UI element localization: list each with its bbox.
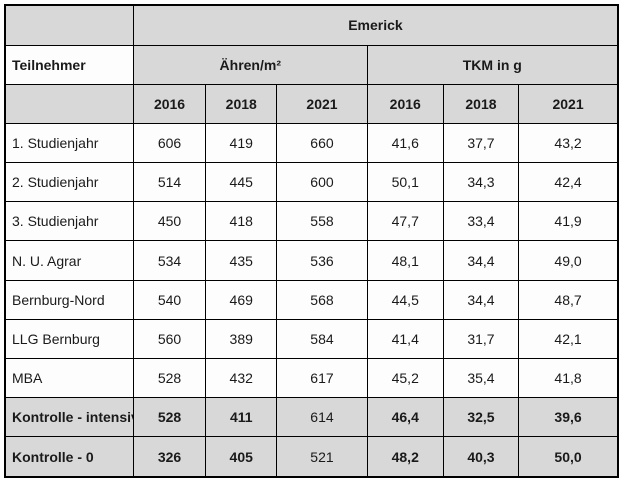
header-row-site: Emerick [4,4,619,46]
cell-value: 31,7 [442,318,520,359]
site-header: Emerick [132,4,619,46]
row-label: Bernburg-Nord [4,279,134,320]
year-header: 2018 [205,83,278,125]
cell-value: 35,4 [442,357,520,399]
cell-value: 521 [276,436,368,478]
table-row-control-zero: Kontrolle - 0 326 405 521 48,2 40,3 50,0 [4,436,619,478]
cell-value: 536 [276,240,368,281]
cell-value: 43,2 [518,123,619,164]
cell-value: 445 [205,162,278,203]
cell-value: 33,4 [442,201,520,242]
cell-value: 411 [205,397,278,438]
cell-value: 419 [205,123,278,164]
cell-value: 48,7 [518,279,619,320]
corner-cell-years [4,83,134,125]
cell-value: 47,7 [366,201,444,242]
year-header: 2018 [442,83,520,125]
cell-value: 50,1 [366,162,444,203]
table-row: LLG Bernburg 560 389 584 41,4 31,7 42,1 [4,318,619,359]
year-header: 2021 [518,83,619,125]
cell-value: 41,8 [518,357,619,399]
cell-value: 42,4 [518,162,619,203]
row-label: 3. Studienjahr [4,201,134,242]
table-row-control-intensiv: Kontrolle - intensiv 528 411 614 46,4 32… [4,397,619,438]
table-row: 2. Studienjahr 514 445 600 50,1 34,3 42,… [4,162,619,203]
cell-value: 560 [132,318,207,359]
results-table: Emerick Teilnehmer Ähren/m² TKM in g 201… [4,4,619,478]
cell-value: 41,6 [366,123,444,164]
cell-value: 48,2 [366,436,444,478]
cell-value: 37,7 [442,123,520,164]
cell-value: 584 [276,318,368,359]
group-header-tkm: TKM in g [366,44,619,85]
year-header: 2021 [276,83,368,125]
cell-value: 326 [132,436,207,478]
row-label: Kontrolle - 0 [4,436,134,478]
cell-value: 435 [205,240,278,281]
cell-value: 432 [205,357,278,399]
cell-value: 34,4 [442,279,520,320]
cell-value: 32,5 [442,397,520,438]
table-row: 3. Studienjahr 450 418 558 47,7 33,4 41,… [4,201,619,242]
cell-value: 514 [132,162,207,203]
row-label: N. U. Agrar [4,240,134,281]
row-label: Kontrolle - intensiv [4,397,134,438]
cell-value: 540 [132,279,207,320]
year-header: 2016 [366,83,444,125]
cell-value: 614 [276,397,368,438]
cell-value: 534 [132,240,207,281]
cell-value: 34,4 [442,240,520,281]
group-header-ears: Ähren/m² [132,44,368,85]
cell-value: 48,1 [366,240,444,281]
cell-value: 50,0 [518,436,619,478]
table-row: Bernburg-Nord 540 469 568 44,5 34,4 48,7 [4,279,619,320]
row-label: LLG Bernburg [4,318,134,359]
cell-value: 49,0 [518,240,619,281]
cell-value: 42,1 [518,318,619,359]
header-row-years: 2016 2018 2021 2016 2018 2021 [4,83,619,125]
cell-value: 46,4 [366,397,444,438]
table-row: N. U. Agrar 534 435 536 48,1 34,4 49,0 [4,240,619,281]
cell-value: 45,2 [366,357,444,399]
cell-value: 606 [132,123,207,164]
participant-header: Teilnehmer [4,44,134,85]
cell-value: 418 [205,201,278,242]
year-header: 2016 [132,83,207,125]
cell-value: 660 [276,123,368,164]
cell-value: 528 [132,397,207,438]
header-row-groups: Teilnehmer Ähren/m² TKM in g [4,44,619,85]
cell-value: 405 [205,436,278,478]
cell-value: 34,3 [442,162,520,203]
cell-value: 558 [276,201,368,242]
cell-value: 44,5 [366,279,444,320]
cell-value: 450 [132,201,207,242]
row-label: MBA [4,357,134,399]
cell-value: 528 [132,357,207,399]
table-row: MBA 528 432 617 45,2 35,4 41,8 [4,357,619,399]
cell-value: 39,6 [518,397,619,438]
cell-value: 41,9 [518,201,619,242]
corner-cell-top [4,4,134,46]
cell-value: 568 [276,279,368,320]
cell-value: 617 [276,357,368,399]
cell-value: 600 [276,162,368,203]
cell-value: 389 [205,318,278,359]
row-label: 1. Studienjahr [4,123,134,164]
cell-value: 41,4 [366,318,444,359]
cell-value: 469 [205,279,278,320]
row-label: 2. Studienjahr [4,162,134,203]
table-row: 1. Studienjahr 606 419 660 41,6 37,7 43,… [4,123,619,164]
cell-value: 40,3 [442,436,520,478]
